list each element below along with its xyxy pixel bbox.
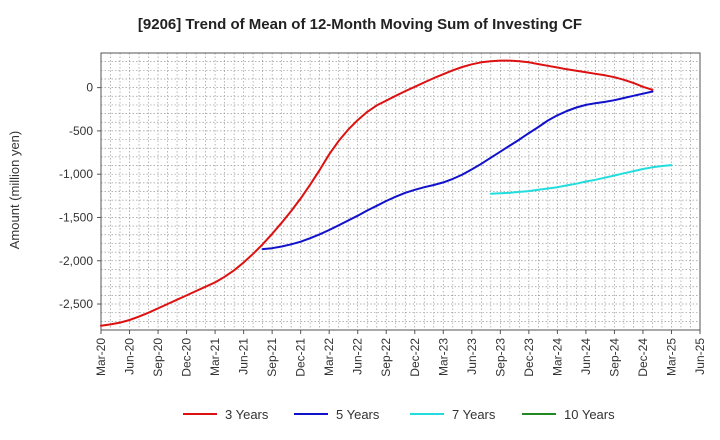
x-tick-label: Sep-23 <box>493 338 507 377</box>
x-tick-label: Mar-22 <box>322 338 336 376</box>
y-tick-label: -2,500 <box>59 297 93 311</box>
x-tick-label: Jun-23 <box>465 338 479 375</box>
x-tick-label: Jun-22 <box>351 338 365 375</box>
x-tick-label: Jun-21 <box>237 338 251 375</box>
legend-label: 3 Years <box>225 407 269 422</box>
series-lines <box>100 59 673 327</box>
y-tick-label: -1,000 <box>59 167 93 181</box>
x-tick-label: Dec-20 <box>180 338 194 377</box>
legend-item-5-years: 5 Years <box>294 407 380 422</box>
y-axis-label: Amount (million yen) <box>7 131 22 250</box>
x-tick-label: Mar-24 <box>550 338 564 376</box>
x-tick-label: Jun-25 <box>693 338 707 375</box>
y-tick-label: -500 <box>69 124 93 138</box>
legend-item-7-years: 7 Years <box>410 407 496 422</box>
legend-label: 7 Years <box>452 407 496 422</box>
plot-area <box>100 52 701 331</box>
x-tick-label: Dec-21 <box>294 338 308 377</box>
x-tick-label: Mar-21 <box>208 338 222 376</box>
series-line-5-years <box>261 90 654 251</box>
legend: 3 Years 5 Years 7 Years 10 Years <box>183 407 615 422</box>
x-tick-label: Mar-25 <box>664 338 678 376</box>
x-tick-label: Mar-20 <box>94 338 108 376</box>
y-tick-label: -1,500 <box>59 210 93 224</box>
y-tick-label: -2,000 <box>59 254 93 268</box>
series-line-7-years <box>489 164 673 195</box>
legend-item-3-years: 3 Years <box>183 407 269 422</box>
x-tick-label: Sep-20 <box>151 338 165 377</box>
x-tick-label: Dec-24 <box>636 338 650 377</box>
x-tick-label: Sep-22 <box>379 338 393 377</box>
x-tick-label: Mar-23 <box>436 338 450 376</box>
series-line-3-years <box>100 59 654 327</box>
x-tick-label: Sep-21 <box>265 338 279 377</box>
legend-label: 10 Years <box>564 407 615 422</box>
x-tick-label: Dec-22 <box>408 338 422 377</box>
x-axis: Mar-20 Jun-20 Sep-20 Dec-20 Mar-21 Jun-21 Sep-… <box>94 330 707 377</box>
x-tick-label: Jun-20 <box>123 338 137 375</box>
legend-item-10-years: 10 Years <box>522 407 615 422</box>
x-tick-label: Jun-24 <box>579 338 593 375</box>
grid <box>100 53 701 330</box>
y-tick-label: 0 <box>86 81 93 95</box>
y-axis: 0 -500 -1,000 -1,500 -2,000 -2,500 <box>59 81 101 311</box>
x-tick-label: Sep-24 <box>607 338 621 377</box>
chart-title: [9206] Trend of Mean of 12-Month Moving … <box>138 16 582 33</box>
legend-label: 5 Years <box>336 407 380 422</box>
x-tick-label: Dec-23 <box>522 338 536 377</box>
